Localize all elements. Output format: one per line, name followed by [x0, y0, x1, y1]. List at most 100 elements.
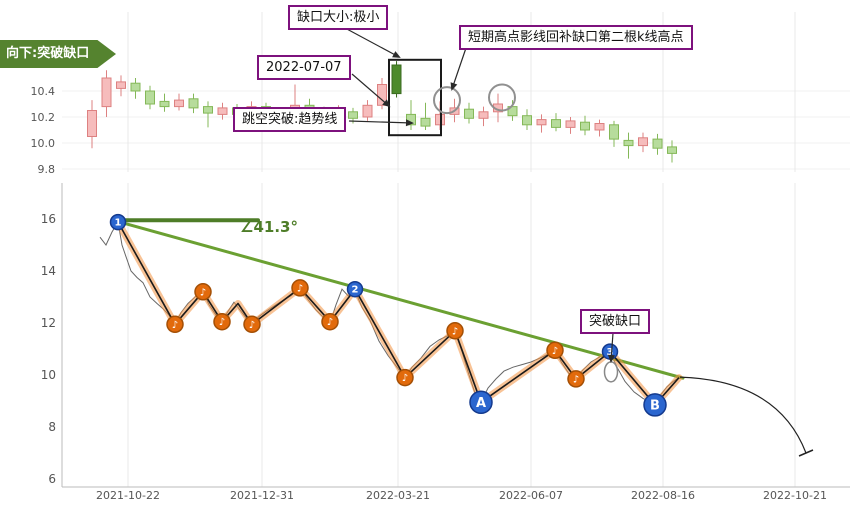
- note-marker-circle[interactable]: [546, 341, 564, 360]
- note-marker-glyph: ♪: [297, 283, 303, 294]
- candle-body: [130, 82, 141, 92]
- connector-arrowhead: [382, 99, 391, 108]
- wave-marker-label: B: [650, 398, 660, 413]
- projection-curve: [679, 376, 807, 454]
- x-axis-date-label: 2021-10-22: [96, 489, 160, 502]
- annotation-shadow-fill-gap[interactable]: 短期高点影线回补缺口第二根k线高点: [459, 25, 693, 50]
- candle-body: [536, 119, 547, 126]
- note-marker-circle[interactable]: [243, 315, 261, 334]
- marker-note[interactable]: ♪: [243, 315, 261, 334]
- pivot-marker-label: 2: [352, 285, 359, 296]
- note-marker-glyph: ♪: [402, 373, 408, 384]
- candle-body: [667, 146, 677, 154]
- wave-marker-label: A: [476, 396, 486, 411]
- connector-line: [348, 120, 413, 124]
- bottom-y-tick-label: 14: [41, 264, 56, 278]
- x-axis-date-label: 2022-08-16: [631, 489, 695, 502]
- candle-body: [203, 106, 213, 114]
- connector-arrowhead: [450, 82, 458, 91]
- pivot-marker-label: 3: [607, 347, 614, 358]
- candle-body: [145, 90, 155, 105]
- marker-B[interactable]: B: [643, 393, 667, 417]
- marker-note[interactable]: ♪: [213, 312, 231, 331]
- gap-highlight-rect[interactable]: [388, 58, 442, 137]
- annotation-gap-breakout-trendline[interactable]: 跳空突破:趋势线: [233, 107, 347, 132]
- wick-highlight-circle[interactable]: [488, 83, 516, 112]
- note-marker-circle[interactable]: [321, 312, 339, 331]
- candle-body: [638, 137, 648, 147]
- bottom-y-tick-label: 10: [41, 368, 56, 382]
- annotation-connectors: [344, 27, 615, 363]
- candle-body: [652, 138, 663, 149]
- wave-marker-circle[interactable]: [643, 393, 667, 417]
- candle-body: [159, 100, 170, 108]
- candle-body: [609, 124, 619, 140]
- candle-body: [174, 99, 184, 108]
- candle-body: [565, 120, 576, 128]
- top-y-tick-label: 10.0: [31, 137, 56, 150]
- pivot-marker-circle[interactable]: [346, 280, 364, 298]
- candle-body: [362, 104, 373, 118]
- gap-direction-banner[interactable]: 向下:突破缺口: [0, 40, 116, 68]
- marker-note[interactable]: ♪: [546, 341, 564, 360]
- candle-body: [478, 111, 489, 119]
- marker-note[interactable]: ♪: [446, 322, 464, 340]
- x-axis-date-label: 2022-10-21: [763, 489, 827, 502]
- candle-body: [101, 77, 112, 108]
- top-y-tick-label: 10.4: [31, 85, 56, 98]
- note-marker-circle[interactable]: [291, 279, 309, 297]
- top-y-tick-label: 9.8: [38, 163, 56, 176]
- candle-body: [391, 64, 402, 95]
- connector-line: [451, 47, 467, 90]
- top-y-tick-label: 10.2: [31, 111, 56, 124]
- connector-arrowhead: [392, 51, 401, 58]
- note-marker-glyph: ♪: [219, 317, 225, 328]
- note-marker-circle[interactable]: [166, 315, 184, 334]
- descending-trendline[interactable]: [116, 220, 685, 380]
- marker-note[interactable]: ♪: [194, 283, 212, 301]
- bottom-y-tick-label: 16: [41, 212, 56, 226]
- marker-note[interactable]: ♪: [396, 368, 414, 387]
- note-marker-glyph: ♪: [552, 346, 558, 357]
- note-marker-glyph: ♪: [249, 320, 255, 331]
- note-marker-circle[interactable]: [446, 322, 464, 340]
- bottom-y-tick-label: 6: [48, 472, 56, 486]
- note-marker-circle[interactable]: [396, 368, 414, 387]
- note-marker-glyph: ♪: [200, 287, 206, 298]
- candlestick-panel: [87, 58, 677, 163]
- breakout-ellipse[interactable]: [603, 361, 619, 383]
- angle-label: ∠41.3°: [240, 218, 298, 236]
- note-marker-circle[interactable]: [194, 283, 212, 301]
- note-marker-glyph: ♪: [573, 374, 579, 385]
- wick-highlight-circle[interactable]: [433, 86, 461, 115]
- marker-2[interactable]: 2: [346, 280, 364, 298]
- annotation-breakout-gap[interactable]: 突破缺口: [580, 309, 651, 334]
- note-marker-circle[interactable]: [213, 312, 231, 331]
- candle-body: [377, 84, 387, 106]
- connector-line: [344, 27, 400, 58]
- marker-note[interactable]: ♪: [166, 315, 184, 334]
- bottom-y-tick-label: 8: [48, 420, 56, 434]
- candle-body: [217, 107, 228, 115]
- x-axis-date-label: 2022-06-07: [499, 489, 563, 502]
- marker-note[interactable]: ♪: [291, 279, 309, 297]
- note-marker-circle[interactable]: [567, 370, 585, 388]
- candle-body: [594, 123, 605, 131]
- wave-marker-circle[interactable]: [469, 390, 493, 415]
- annotation-gap-size[interactable]: 缺口大小:极小: [288, 5, 389, 30]
- candle-body: [522, 115, 532, 126]
- pivot-marker-circle[interactable]: [109, 213, 127, 231]
- marker-note[interactable]: ♪: [321, 312, 339, 331]
- connector-arrowhead: [405, 119, 414, 127]
- note-marker-glyph: ♪: [452, 326, 458, 337]
- pivot-marker-label: 1: [115, 218, 122, 229]
- candle-body: [116, 81, 126, 89]
- marker-1[interactable]: 1: [109, 213, 127, 231]
- annotation-gap-date[interactable]: 2022-07-07: [257, 55, 351, 80]
- candle-body: [188, 98, 199, 109]
- marker-A[interactable]: A: [469, 390, 493, 415]
- marker-note[interactable]: ♪: [567, 370, 585, 388]
- bottom-y-tick-label: 12: [41, 316, 56, 330]
